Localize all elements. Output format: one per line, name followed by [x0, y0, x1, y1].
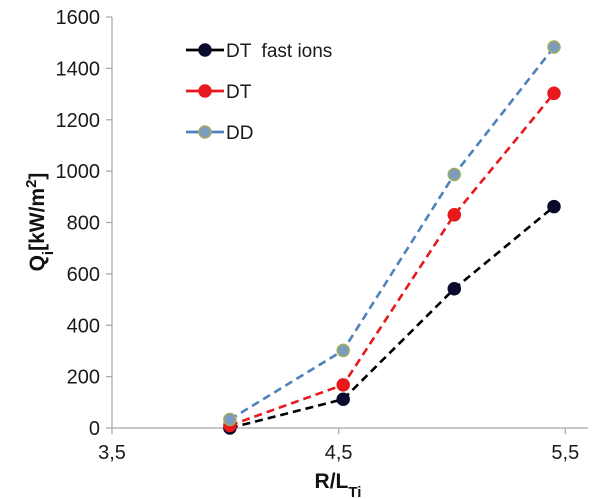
series-line: [229, 46, 556, 421]
legend-label: DD: [226, 123, 253, 144]
data-point: [447, 167, 462, 182]
axes: 0 200 400 600 800 1000 1200 1400 1600 3,5 4,5 5,5: [56, 7, 588, 464]
y-tick-label: 200: [67, 367, 100, 389]
series-line: [229, 92, 556, 427]
legend-marker: [198, 43, 212, 57]
data-point: [336, 392, 350, 406]
data-point: [547, 199, 561, 214]
x-tick-label: 5,5: [551, 442, 579, 464]
x-tick-label: 3,5: [98, 442, 126, 464]
data-point: [447, 282, 462, 296]
x-tick-label: 4,5: [325, 442, 353, 464]
data-point: [547, 40, 561, 54]
legend-marker: [198, 125, 212, 139]
data-point: [336, 343, 350, 358]
series-layer: [223, 40, 561, 435]
y-axis-title: Qi[kW/m2]: [23, 173, 57, 272]
y-tick-label: 1200: [56, 110, 101, 132]
y-tick-label: 600: [67, 264, 100, 286]
data-point: [223, 412, 237, 427]
y-tick-label: 800: [67, 213, 100, 235]
data-point: [447, 208, 462, 222]
legend-label: DT: [226, 82, 252, 103]
y-tick-label: 1000: [56, 161, 101, 183]
series-line: [229, 205, 555, 430]
data-point: [547, 86, 561, 101]
y-tick-label: 1600: [56, 7, 101, 29]
legend-marker: [198, 84, 212, 98]
data-point: [336, 378, 350, 392]
legend: DT fast ions DT DD: [186, 41, 332, 144]
y-tick-label: 400: [67, 315, 100, 337]
y-tick-label: 0: [89, 418, 100, 440]
y-tick-label: 1400: [56, 58, 101, 80]
legend-label: DT fast ions: [226, 41, 332, 62]
x-axis-title: R/LTi: [315, 470, 362, 499]
